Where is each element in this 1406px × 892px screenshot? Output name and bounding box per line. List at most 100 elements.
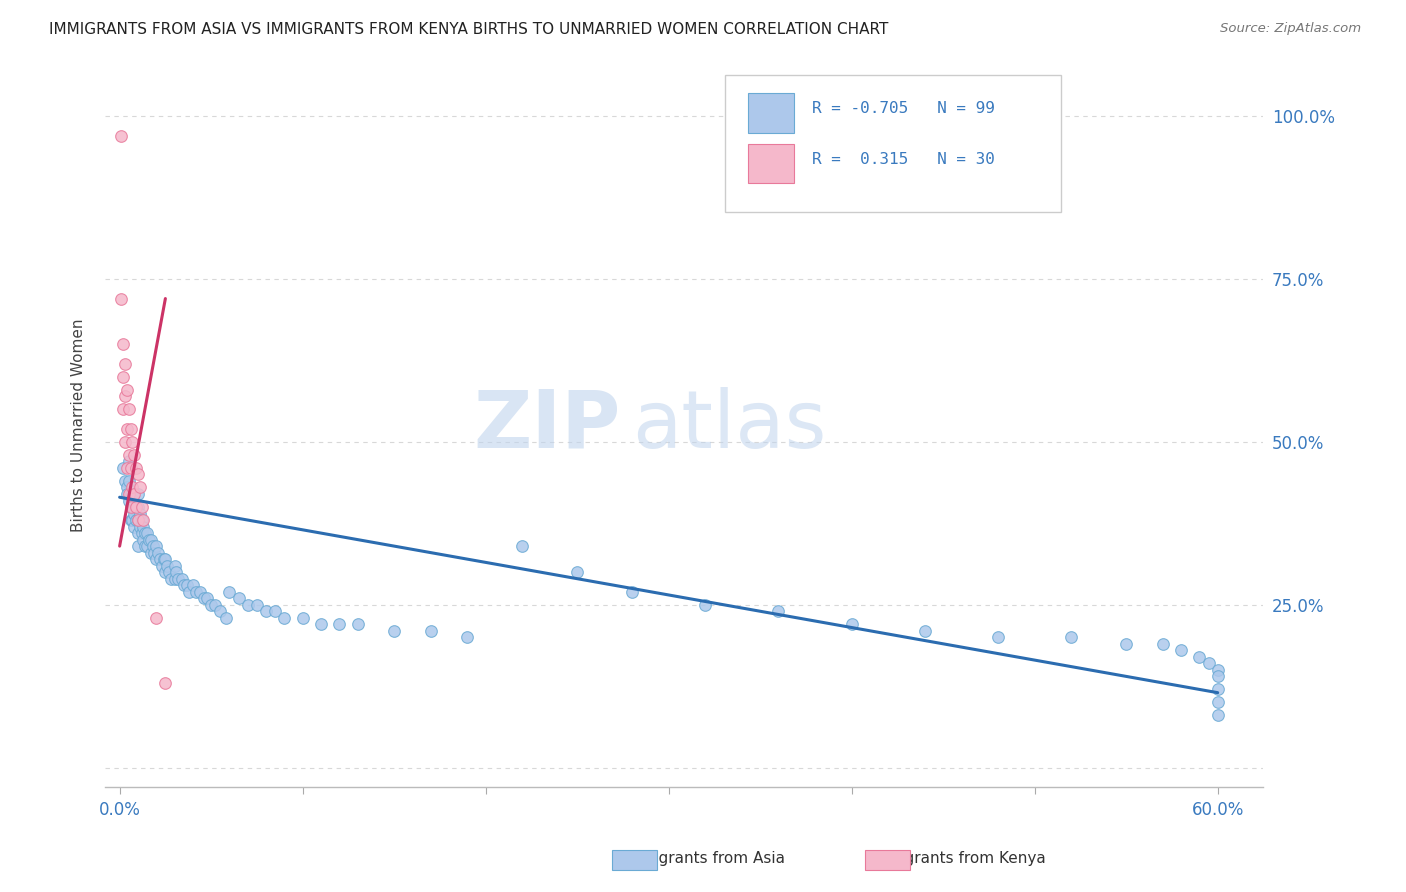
- Point: [456, 630, 478, 644]
- Point: [155, 565, 177, 579]
- Point: [134, 539, 156, 553]
- Point: [118, 402, 141, 417]
- Point: [200, 598, 222, 612]
- Point: [1206, 695, 1229, 709]
- Point: [122, 448, 145, 462]
- Point: [112, 369, 135, 384]
- Point: [346, 617, 368, 632]
- Point: [236, 598, 259, 612]
- Point: [127, 513, 149, 527]
- Point: [914, 624, 936, 638]
- Point: [170, 572, 193, 586]
- Point: [1206, 663, 1229, 677]
- Point: [120, 487, 142, 501]
- Point: [145, 539, 167, 553]
- Point: [768, 604, 790, 618]
- Point: [128, 507, 150, 521]
- Point: [1060, 630, 1083, 644]
- Text: Immigrants from Kenya: Immigrants from Kenya: [866, 851, 1046, 865]
- Point: [1152, 637, 1174, 651]
- Point: [127, 500, 149, 514]
- Point: [138, 533, 160, 547]
- Point: [127, 513, 149, 527]
- Point: [118, 493, 141, 508]
- Point: [165, 565, 187, 579]
- Point: [114, 389, 136, 403]
- Text: ZIP: ZIP: [474, 386, 620, 465]
- Point: [167, 572, 190, 586]
- Point: [309, 617, 332, 632]
- Point: [173, 578, 195, 592]
- Point: [204, 598, 226, 612]
- Point: [273, 611, 295, 625]
- Point: [120, 500, 142, 514]
- Point: [419, 624, 441, 638]
- Point: [136, 539, 159, 553]
- Point: [128, 481, 150, 495]
- Text: R = -0.705   N = 99: R = -0.705 N = 99: [811, 102, 994, 116]
- Point: [132, 533, 155, 547]
- Point: [1170, 643, 1192, 657]
- Point: [1198, 657, 1220, 671]
- Point: [122, 493, 145, 508]
- Point: [142, 539, 165, 553]
- Point: [125, 500, 148, 514]
- Point: [122, 487, 145, 501]
- Point: [114, 357, 136, 371]
- Point: [110, 292, 132, 306]
- Point: [122, 507, 145, 521]
- Point: [246, 598, 269, 612]
- Point: [128, 519, 150, 533]
- Text: Source: ZipAtlas.com: Source: ZipAtlas.com: [1220, 22, 1361, 36]
- Point: [215, 611, 238, 625]
- Point: [115, 481, 138, 495]
- Point: [197, 591, 219, 606]
- Point: [1188, 649, 1211, 664]
- Text: R =  0.315   N = 30: R = 0.315 N = 30: [811, 152, 994, 167]
- Point: [110, 128, 132, 143]
- Point: [143, 546, 166, 560]
- Point: [328, 617, 350, 632]
- Point: [120, 513, 142, 527]
- Point: [120, 461, 142, 475]
- Point: [695, 598, 717, 612]
- Point: [163, 572, 186, 586]
- Text: IMMIGRANTS FROM ASIA VS IMMIGRANTS FROM KENYA BIRTHS TO UNMARRIED WOMEN CORRELAT: IMMIGRANTS FROM ASIA VS IMMIGRANTS FROM …: [49, 22, 889, 37]
- Point: [156, 558, 179, 573]
- Y-axis label: Births to Unmarried Women: Births to Unmarried Women: [72, 318, 86, 533]
- Point: [179, 584, 201, 599]
- Point: [114, 434, 136, 449]
- Point: [149, 552, 172, 566]
- Point: [125, 513, 148, 527]
- Point: [131, 526, 153, 541]
- Point: [115, 487, 138, 501]
- Point: [112, 461, 135, 475]
- Point: [127, 539, 149, 553]
- Point: [121, 513, 143, 527]
- Point: [186, 584, 208, 599]
- FancyBboxPatch shape: [748, 93, 794, 133]
- FancyBboxPatch shape: [724, 75, 1060, 212]
- Point: [121, 481, 143, 495]
- Point: [160, 572, 183, 586]
- Point: [150, 558, 173, 573]
- Point: [121, 500, 143, 514]
- Point: [139, 533, 162, 547]
- Point: [127, 467, 149, 482]
- Point: [112, 402, 135, 417]
- Point: [121, 487, 143, 501]
- Point: [112, 337, 135, 351]
- Text: Immigrants from Asia: Immigrants from Asia: [620, 851, 786, 865]
- Point: [155, 676, 177, 690]
- Text: atlas: atlas: [633, 386, 827, 465]
- Point: [131, 500, 153, 514]
- Point: [181, 578, 204, 592]
- Point: [145, 552, 167, 566]
- FancyBboxPatch shape: [748, 144, 794, 184]
- Point: [121, 434, 143, 449]
- Point: [120, 422, 142, 436]
- Point: [188, 584, 211, 599]
- Point: [127, 526, 149, 541]
- Point: [1206, 669, 1229, 683]
- Point: [115, 422, 138, 436]
